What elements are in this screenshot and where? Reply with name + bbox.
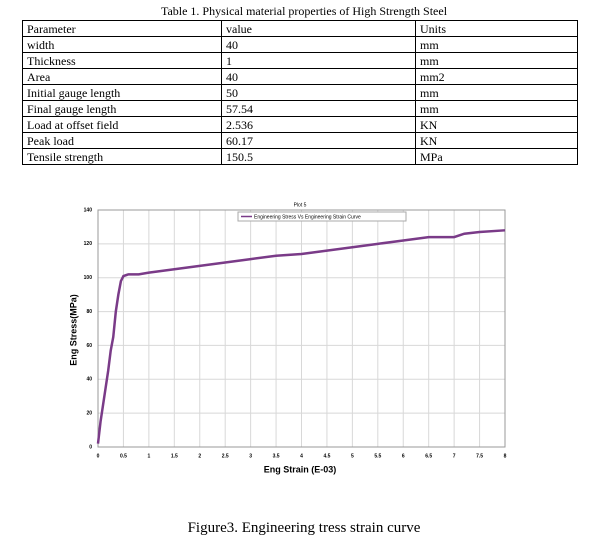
x-tick-label: 7 bbox=[453, 453, 456, 459]
x-tick-label: 0.5 bbox=[120, 453, 127, 459]
x-tick-label: 5 bbox=[351, 453, 354, 459]
table-cell: Tensile strength bbox=[22, 148, 222, 165]
x-tick-label: 3.5 bbox=[273, 453, 280, 459]
table-row: Tensile strength 150.5 MPa bbox=[22, 148, 578, 165]
y-tick-label: 100 bbox=[84, 275, 93, 281]
x-tick-label: 5.5 bbox=[374, 453, 381, 459]
x-tick-label: 3 bbox=[249, 453, 252, 459]
x-tick-label: 0 bbox=[97, 453, 100, 459]
y-tick-label: 80 bbox=[86, 309, 92, 315]
legend-box bbox=[237, 211, 407, 222]
figure-caption: Figure3. Engineering tress strain curve bbox=[187, 520, 421, 536]
x-tick-label: 1.5 bbox=[171, 453, 178, 459]
plot-frame bbox=[97, 209, 506, 448]
table-row: Final gauge length 57.54 mm bbox=[22, 100, 578, 117]
data-line bbox=[96, 229, 506, 444]
table-cell: Initial gauge length bbox=[22, 84, 222, 101]
y-tick-label: 0 bbox=[89, 444, 92, 450]
table-cell: MPa bbox=[415, 148, 578, 165]
table-caption: Table 1. Physical material properties of… bbox=[160, 4, 448, 18]
y-tick-label: 140 bbox=[84, 207, 93, 213]
table-cell: mm bbox=[415, 100, 578, 117]
x-tick-label: 2 bbox=[198, 453, 201, 459]
legend-label: Engineering Stress Vs Engineering Strain… bbox=[254, 214, 361, 220]
x-tick-label: 6 bbox=[402, 453, 405, 459]
table-cell: mm bbox=[415, 36, 578, 53]
x-tick-label: 6.5 bbox=[425, 453, 432, 459]
x-tick-label: 7.5 bbox=[476, 453, 483, 459]
y-tick-label: 60 bbox=[86, 343, 92, 349]
x-tick-label: 1 bbox=[147, 453, 150, 459]
y-tick-label: 40 bbox=[86, 377, 92, 383]
table: Parameter value Units width 40 mm Thickness 1 mm… bbox=[22, 20, 578, 165]
y-tick-label: 120 bbox=[84, 241, 93, 247]
x-tick-label: 4.5 bbox=[323, 453, 330, 459]
x-tick-label: 4 bbox=[300, 453, 303, 459]
chart-title: Plot 5 bbox=[294, 202, 307, 208]
y-tick-label: 20 bbox=[86, 410, 92, 416]
table-header: Parameter value Units bbox=[22, 20, 578, 37]
y-axis-label: Eng Stress(MPa) bbox=[68, 294, 78, 366]
table-cell: Load at offset field bbox=[22, 116, 222, 133]
table-row: Load at offset field 2.536 KN bbox=[22, 116, 578, 133]
x-tick-label: 2.5 bbox=[222, 453, 229, 459]
table-cell: 150.5 bbox=[221, 148, 416, 165]
table-row: Area 40 mm2 bbox=[22, 68, 578, 85]
table-row: Initial gauge length 50 mm bbox=[22, 84, 578, 101]
x-tick-label: 8 bbox=[504, 453, 507, 459]
table-cell: 57.54 bbox=[221, 100, 416, 117]
x-axis-label: Eng Strain (E-03) bbox=[264, 464, 337, 474]
table-cell: mm bbox=[415, 52, 578, 69]
